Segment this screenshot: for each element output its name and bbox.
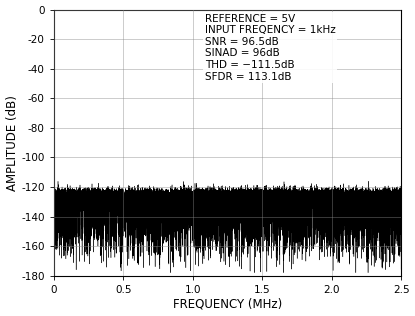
X-axis label: FREQUENCY (MHz): FREQUENCY (MHz) xyxy=(173,297,282,310)
Y-axis label: AMPLITUDE (dB): AMPLITUDE (dB) xyxy=(5,95,19,191)
Text: REFERENCE = 5V
INPUT FREQENCY = 1kHz
SNR = 96.5dB
SINAD = 96dB
THD = −111.5dB
SF: REFERENCE = 5V INPUT FREQENCY = 1kHz SNR… xyxy=(205,14,336,82)
